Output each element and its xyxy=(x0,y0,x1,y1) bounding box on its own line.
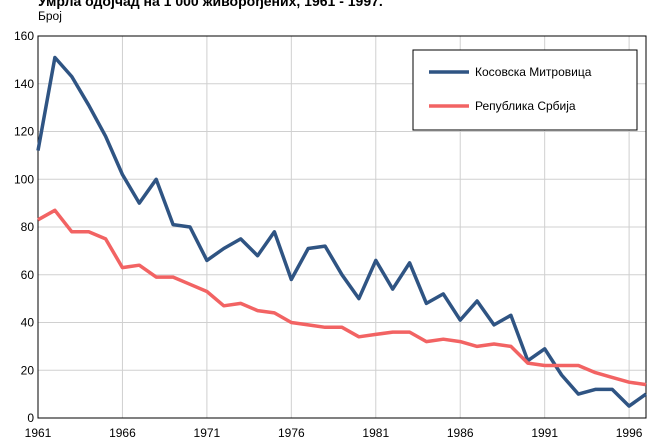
x-tick-label: 1981 xyxy=(362,426,389,440)
y-tick-label: 80 xyxy=(21,220,35,234)
line-series xyxy=(36,55,647,408)
legend-box xyxy=(412,49,638,131)
y-tick-label: 0 xyxy=(27,411,34,425)
x-tick-label: 1996 xyxy=(616,426,643,440)
x-tick-label: 1966 xyxy=(109,426,136,440)
x-tick-label: 1961 xyxy=(25,426,52,440)
chart-title: Умрла одојчад на 1 000 живорођених, 1961… xyxy=(38,0,383,9)
y-tick-label: 60 xyxy=(21,268,35,282)
x-tick-label: 1971 xyxy=(194,426,221,440)
x-tick-label: 1976 xyxy=(278,426,305,440)
y-tick-label: 140 xyxy=(14,77,34,91)
line-series xyxy=(37,208,647,387)
legend-label: Република Србија xyxy=(475,99,576,113)
plot-frame xyxy=(37,35,647,419)
legend-label: Косовска Митровица xyxy=(475,65,592,79)
x-tick-label: 1986 xyxy=(447,426,474,440)
y-tick-label: 20 xyxy=(21,363,35,377)
y-tick-label: 40 xyxy=(21,316,35,330)
y-tick-label: 160 xyxy=(14,29,34,43)
x-tick-label: 1991 xyxy=(531,426,558,440)
y-axis-label: Број xyxy=(38,9,62,23)
y-tick-label: 100 xyxy=(14,172,34,186)
y-tick-label: 120 xyxy=(14,125,34,139)
